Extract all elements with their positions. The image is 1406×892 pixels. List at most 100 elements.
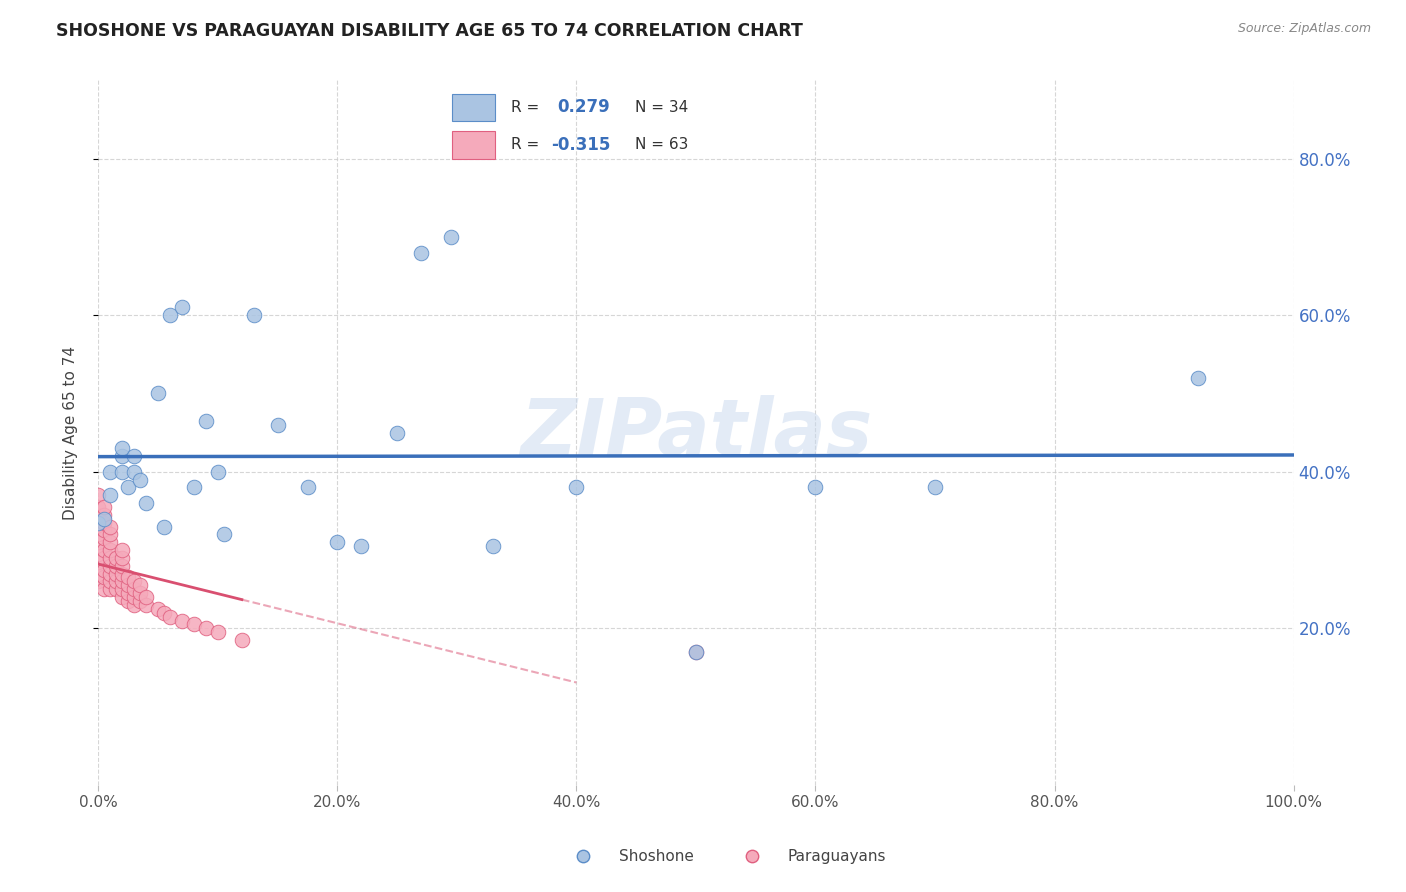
Point [243,308,266,322]
Point [741,849,763,863]
Point [111,442,134,456]
Point [124,465,146,479]
Point [135,496,157,510]
Point [87,516,110,530]
Point [111,574,134,589]
Text: Shoshone: Shoshone [619,849,693,863]
Point [159,609,181,624]
Text: R =: R = [510,100,544,115]
Point [148,601,170,615]
Point [98,574,122,589]
Point [153,606,176,620]
Point [385,425,409,440]
Text: SHOSHONE VS PARAGUAYAN DISABILITY AGE 65 TO 74 CORRELATION CHART: SHOSHONE VS PARAGUAYAN DISABILITY AGE 65… [56,22,803,40]
Point [105,582,128,597]
Point [195,621,218,635]
Point [111,465,134,479]
Text: N = 63: N = 63 [634,137,688,153]
Point [93,516,115,530]
Point [231,633,253,648]
Point [172,614,194,628]
Point [117,594,139,608]
Point [129,594,152,608]
Point [1187,371,1209,385]
Point [87,547,110,561]
FancyBboxPatch shape [453,94,495,120]
Point [93,532,115,546]
Text: Paraguayans: Paraguayans [787,849,886,863]
Point [326,535,349,549]
Point [148,386,170,401]
Point [172,301,194,315]
Point [105,566,128,581]
Point [93,563,115,577]
Point [93,508,115,522]
Point [98,488,122,502]
Point [207,625,229,640]
Point [98,550,122,565]
Y-axis label: Disability Age 65 to 74: Disability Age 65 to 74 [63,345,77,520]
Point [212,527,235,541]
Point [481,539,505,553]
Point [124,598,146,612]
Point [129,586,152,600]
Point [804,480,827,494]
Point [124,582,146,597]
Point [124,590,146,604]
Point [98,527,122,541]
Point [117,570,139,584]
Point [111,566,134,581]
Point [87,566,110,581]
Point [87,488,110,502]
Point [98,558,122,573]
Point [685,645,707,659]
Point [98,519,122,533]
Point [98,582,122,597]
Text: 0.279: 0.279 [557,98,610,116]
Text: Source: ZipAtlas.com: Source: ZipAtlas.com [1237,22,1371,36]
Point [93,500,115,514]
Point [350,539,373,553]
Point [98,465,122,479]
Point [98,566,122,581]
Text: ZIPatlas: ZIPatlas [520,394,872,471]
Point [117,578,139,592]
Point [207,465,229,479]
Point [87,535,110,549]
Point [129,578,152,592]
Text: N = 34: N = 34 [634,100,688,115]
Point [93,512,115,526]
Point [685,645,707,659]
Text: -0.315: -0.315 [551,136,610,154]
Point [924,480,946,494]
Point [572,849,595,863]
Point [117,480,139,494]
Point [87,508,110,522]
Point [111,582,134,597]
Point [411,245,433,260]
Point [87,516,110,530]
Point [124,574,146,589]
Point [105,558,128,573]
Point [93,550,115,565]
Point [111,558,134,573]
Point [87,527,110,541]
Point [565,480,588,494]
FancyBboxPatch shape [453,131,495,159]
Point [111,449,134,463]
Point [87,555,110,569]
Point [87,574,110,589]
Point [183,480,205,494]
Point [111,543,134,558]
Point [111,590,134,604]
Point [129,473,152,487]
Point [93,543,115,558]
Point [183,617,205,632]
Point [117,586,139,600]
Point [135,598,157,612]
Point [98,535,122,549]
Point [159,308,181,322]
Point [105,574,128,589]
Point [195,414,218,428]
Point [267,417,290,432]
